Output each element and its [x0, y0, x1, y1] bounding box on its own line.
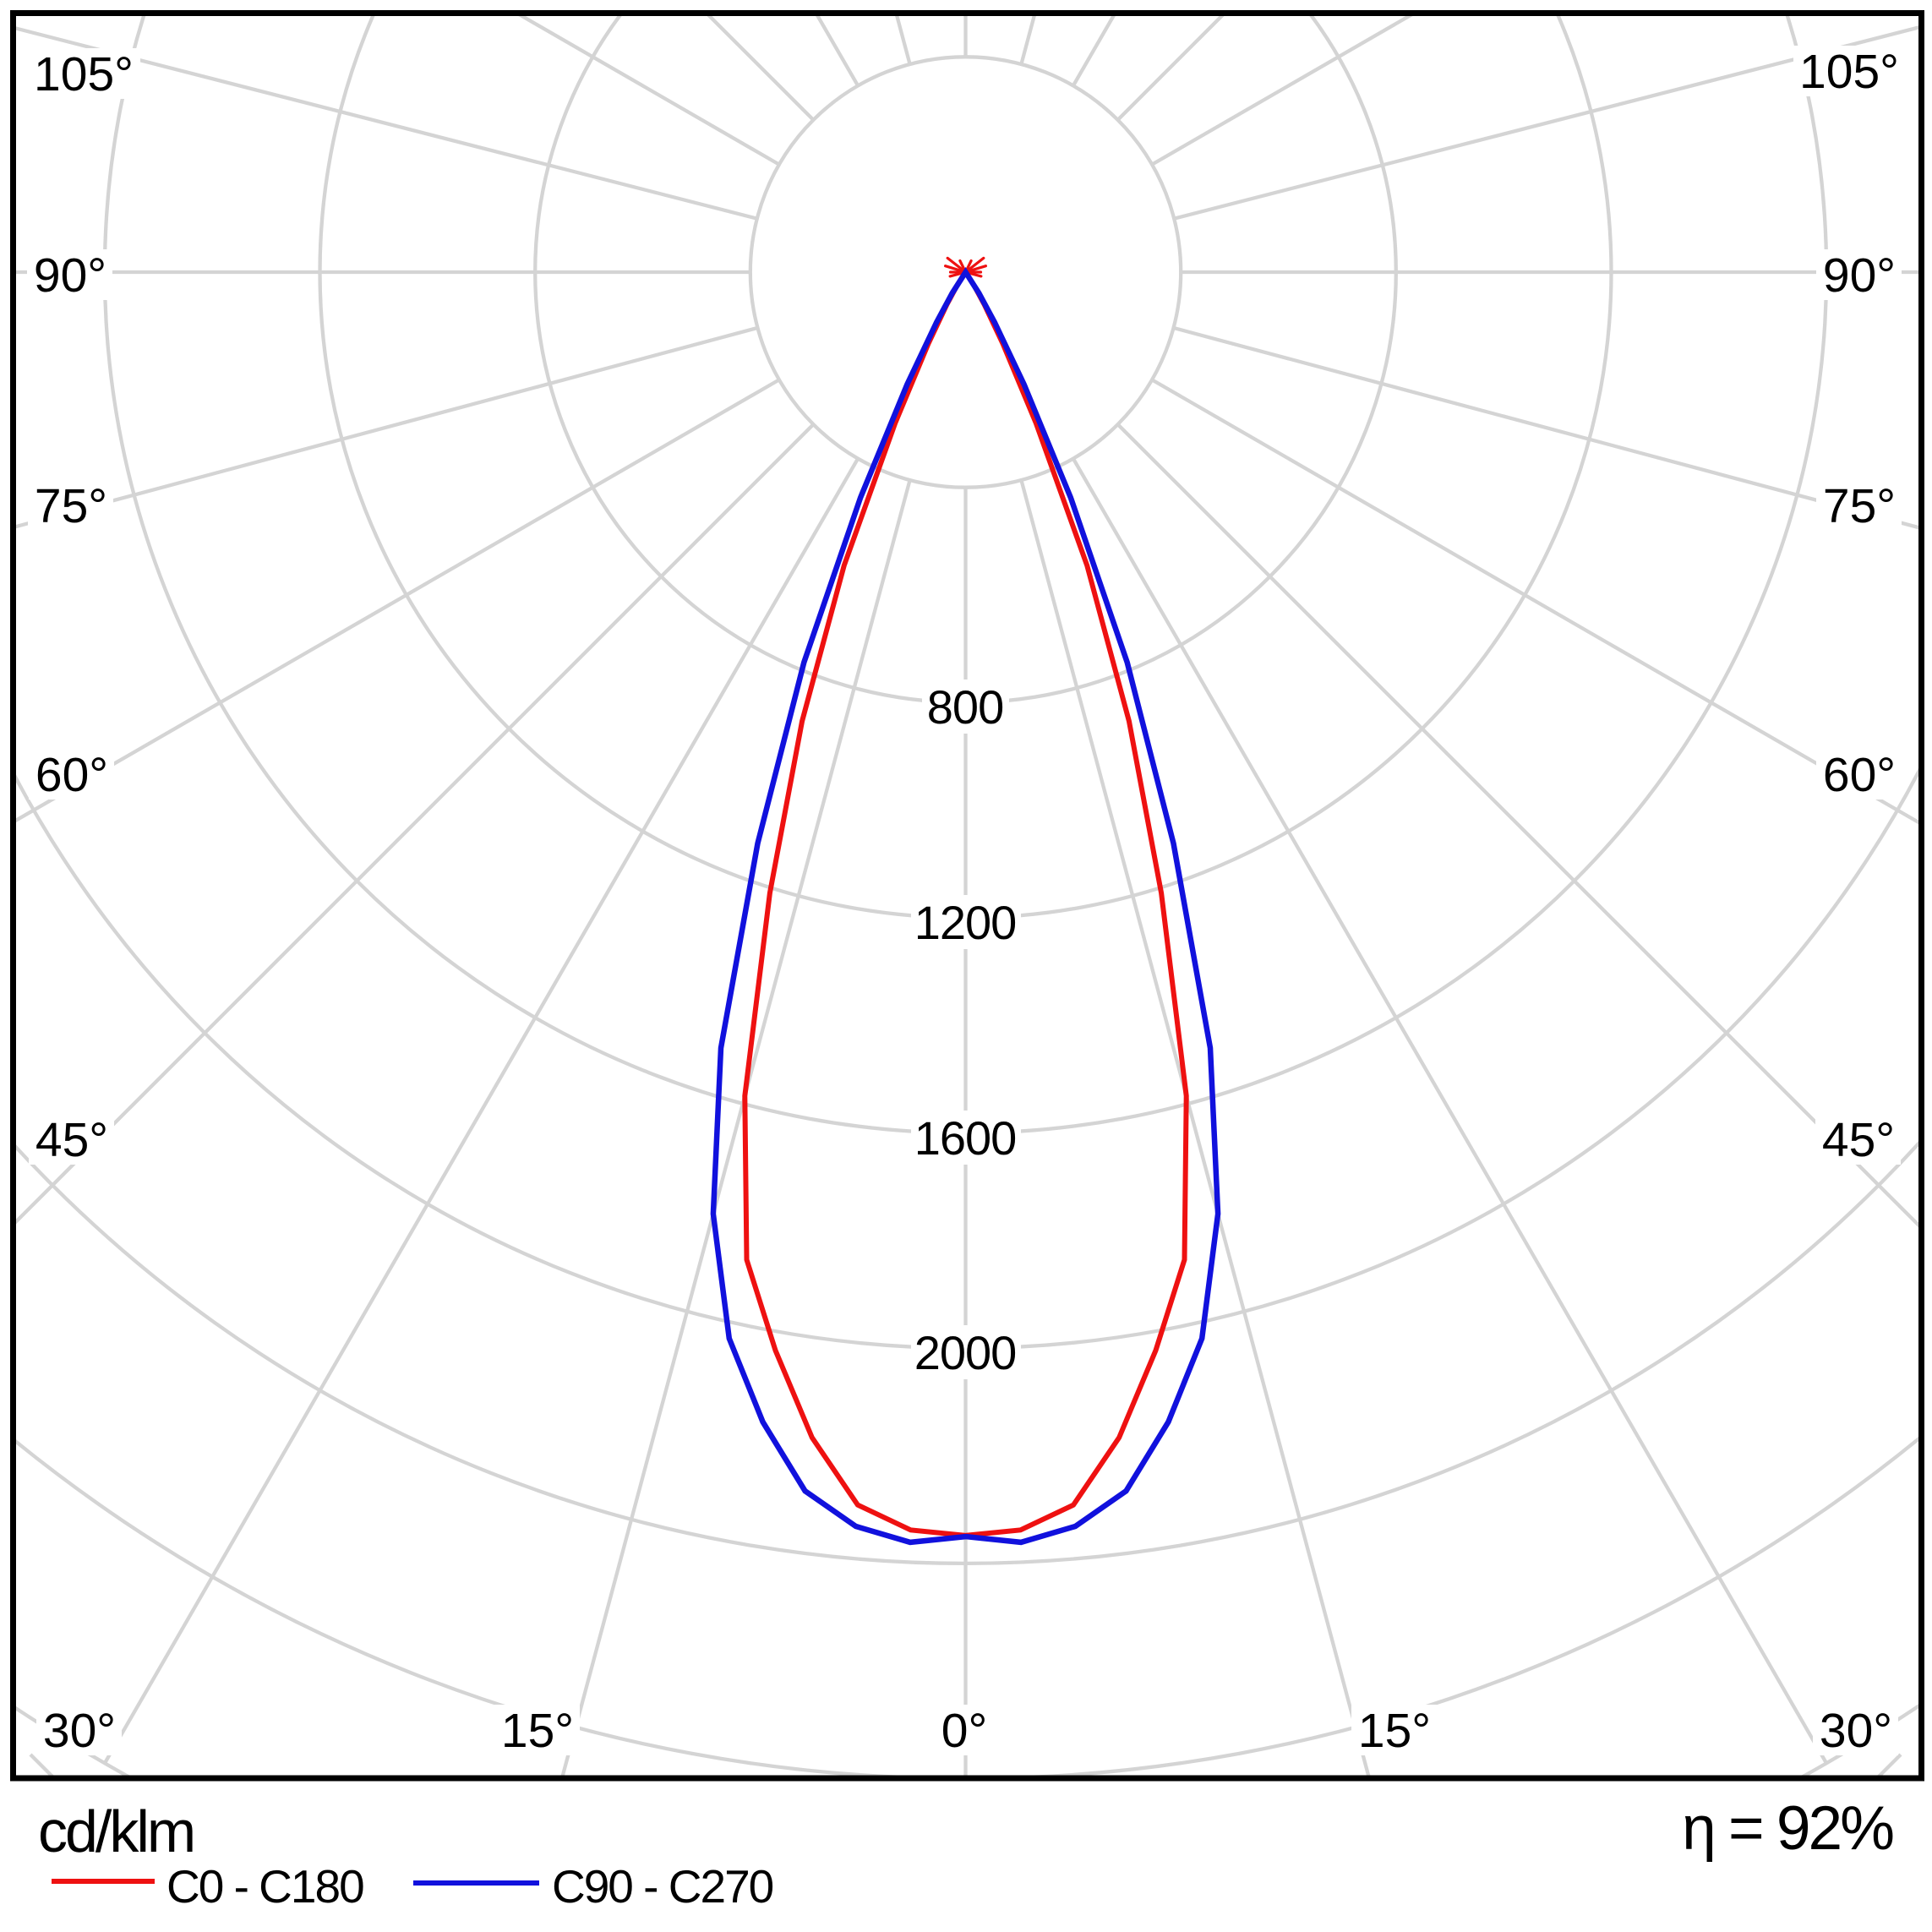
- svg-text:C0 - C180: C0 - C180: [166, 1860, 363, 1913]
- svg-text:90°: 90°: [1823, 248, 1896, 303]
- svg-text:60°: 60°: [1823, 748, 1896, 802]
- svg-text:75°: 75°: [1823, 479, 1896, 533]
- svg-text:45°: 45°: [1822, 1113, 1895, 1167]
- svg-text:30°: 30°: [1820, 1704, 1892, 1758]
- svg-text:0°: 0°: [941, 1704, 988, 1758]
- svg-text:90°: 90°: [34, 248, 106, 303]
- svg-text:800: 800: [927, 680, 1003, 734]
- svg-text:1600: 1600: [914, 1111, 1017, 1165]
- svg-text:105°: 105°: [1799, 45, 1899, 99]
- svg-text:15°: 15°: [1358, 1704, 1431, 1758]
- svg-text:75°: 75°: [35, 479, 107, 533]
- svg-text:15°: 15°: [501, 1704, 574, 1758]
- svg-text:60°: 60°: [35, 748, 108, 802]
- svg-text:30°: 30°: [43, 1704, 116, 1758]
- svg-text:C90 - C270: C90 - C270: [552, 1860, 773, 1913]
- svg-text:η = 92%: η = 92%: [1682, 1794, 1893, 1863]
- svg-text:45°: 45°: [35, 1113, 108, 1167]
- svg-text:1200: 1200: [914, 896, 1017, 949]
- svg-text:2000: 2000: [914, 1326, 1017, 1379]
- svg-text:cd/klm: cd/klm: [38, 1798, 194, 1864]
- svg-text:105°: 105°: [34, 47, 134, 101]
